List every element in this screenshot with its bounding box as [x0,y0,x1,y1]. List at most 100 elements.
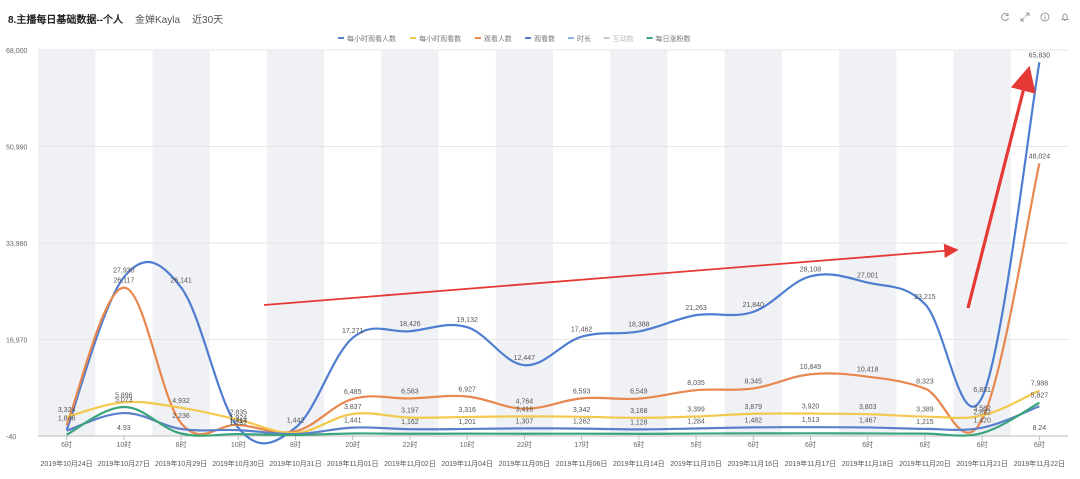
x-date-label: 2019年11月05日 [499,459,551,468]
y-tick-label: 50,990 [6,145,28,152]
data-label: 3,920 [802,404,820,411]
data-label: 2,892 [973,409,991,416]
x-hour-label: 6时 [1034,440,1045,449]
x-date-label: 2019年11月20日 [899,459,951,468]
data-label: 27,001 [857,273,879,280]
series-line-views_per_hour [66,389,1040,435]
data-label: 1,924 [230,415,248,422]
x-date-label: 2019年10月30日 [212,459,264,468]
data-label: 2,835 [230,410,248,417]
data-label: 6,583 [401,388,419,395]
data-label: 1,846 [58,415,76,422]
data-label: 21,263 [685,305,707,312]
data-label: 28,108 [800,266,822,273]
x-hour-label: 22时 [403,440,418,449]
x-hour-label: 10时 [460,440,475,449]
y-tick-label: 33,980 [6,241,28,248]
legend-item[interactable]: 每小时观看数 [410,34,461,43]
data-label: 1,284 [687,418,705,425]
x-date-label: 2019年11月22日 [1014,459,1066,468]
data-label: 8,323 [916,379,934,386]
data-label: 3,837 [344,404,362,411]
chart-toolbar [1000,12,1070,22]
x-date-label: 2019年10月27日 [98,459,150,468]
x-hour-label: 6时 [862,440,873,449]
x-hour-label: 8时 [176,440,187,449]
x-date-label: 2019年11月04日 [441,459,493,468]
info-icon[interactable] [1040,12,1050,22]
data-label: 3,399 [687,406,705,413]
chart-header: 8.主播每日基础数据--个人 金婵Kayla 近30天 [8,10,223,26]
x-hour-label: 6时 [805,440,816,449]
data-label: 4,764 [516,399,534,406]
data-label: 1,420 [973,418,991,425]
legend-item[interactable]: 观看人数 [474,34,512,43]
legend-label: 每小时观看人数 [347,34,396,43]
data-label: 3,316 [458,407,476,414]
data-label: 5,827 [1031,393,1049,400]
expand-icon[interactable] [1020,12,1030,22]
data-label: 27,930 [113,267,135,274]
legend-item[interactable]: 时长 [568,34,591,43]
legend-label: 每小时观看数 [419,34,461,43]
data-label: 1,215 [916,419,934,426]
data-label: 3,389 [916,407,934,414]
data-label: 48,024 [1029,153,1051,160]
y-tick-label: 68,000 [6,48,28,55]
x-hour-label: 6时 [977,440,988,449]
data-label: 19,132 [456,317,478,324]
data-label: 3,582 [973,405,991,412]
data-label: 1,513 [802,417,820,424]
data-label: 1,262 [230,420,248,427]
data-label: 5,073 [115,397,133,404]
data-label: 1,201 [458,419,476,426]
data-label: 2,236 [172,413,190,420]
x-date-label: 2019年10月29日 [155,459,207,468]
legend-item[interactable]: 每日涨粉数 [646,34,691,43]
x-hour-label: 6时 [748,440,759,449]
data-label: 5,896 [115,392,133,399]
data-label: 1,414 [230,418,248,425]
series-line-viewers [65,163,1041,436]
refresh-icon[interactable] [1000,12,1010,22]
trend-arrow-horizontal [263,243,959,306]
legend-label: 观看人数 [484,34,512,43]
data-label: 6,593 [573,388,591,395]
y-tick-label: -40 [6,434,16,441]
data-label: 1,441 [344,418,362,425]
data-label: 4,932 [172,398,190,405]
trend-arrow-vertical [966,65,1036,309]
data-label: 1,482 [745,417,763,424]
x-date-label: 2019年10月24日 [41,459,93,468]
data-label: 18,388 [628,321,650,328]
data-label: 3,168 [630,408,648,415]
data-label: 8,035 [687,380,705,387]
legend-item[interactable]: 每小时观看人数 [338,34,396,43]
data-label: 21,840 [743,302,765,309]
data-label: 6,831 [973,387,991,394]
data-label: 1,307 [516,418,534,425]
data-label: 8,345 [745,378,763,385]
x-hour-label: 6时 [61,440,72,449]
legend-item[interactable]: 互动数 [603,34,634,43]
x-hour-label: 6时 [919,440,930,449]
data-label: 7,988 [1031,380,1049,387]
data-label: 26,117 [113,278,134,285]
date-range[interactable]: 近30天 [192,14,224,26]
x-hour-label: 6时 [633,440,644,449]
data-label: 1,442 [287,418,305,425]
bell-icon[interactable] [1060,12,1070,22]
x-date-label: 2019年11月21日 [956,459,1008,468]
legend-label: 观看数 [534,34,555,43]
data-label: 1,467 [859,417,877,424]
series-line-views [65,62,1041,445]
series-line-new_fans [66,401,1040,437]
legend-item[interactable]: 观看数 [525,34,555,43]
data-label: 1,162 [401,419,419,426]
x-date-label: 2019年11月18日 [842,459,894,468]
data-label: 3,803 [859,404,877,411]
x-date-label: 2019年10月31日 [269,459,321,468]
data-label: 12,447 [514,355,536,362]
legend-label: 每日涨粉数 [656,34,691,43]
x-hour-label: 22时 [517,440,532,449]
